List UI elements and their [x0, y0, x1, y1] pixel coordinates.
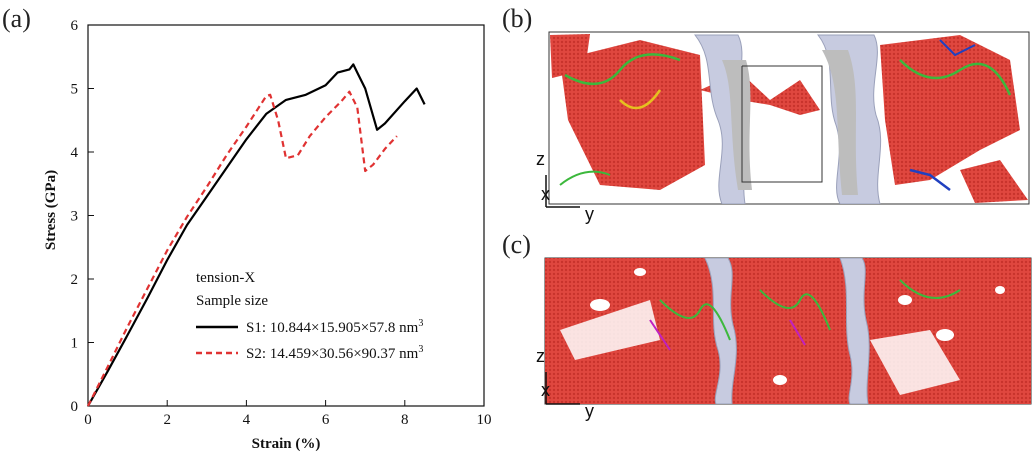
x-tick-label: 6 — [322, 412, 330, 428]
triad-b-x: x — [541, 184, 550, 204]
snapshot-b: z x y — [536, 31, 1030, 224]
pore-c-5 — [995, 286, 1005, 294]
y-ticks: 0 1 2 3 4 5 6 — [71, 18, 94, 415]
pore-c-2 — [634, 268, 646, 276]
pore-c-6 — [773, 375, 787, 385]
legend-entry-s2: S2: 14.459×30.56×90.37 nm3 — [246, 344, 423, 362]
legend: tension-X Sample size S1: 10.844×15.905×… — [196, 270, 423, 362]
grain-b-1 — [560, 40, 705, 190]
axis-triad-b: z x y — [536, 149, 594, 224]
series-line-s1 — [87, 63, 426, 407]
dislocation-c-4 — [649, 319, 671, 351]
pore-c-3 — [898, 295, 912, 305]
void-surface-c-1 — [704, 258, 737, 404]
void-inner-b-2 — [822, 50, 858, 195]
legend-title-1: tension-X — [196, 270, 255, 286]
legend-entry-s1: S1: 10.844×15.905×57.8 nm3 — [246, 318, 423, 336]
x-axis-title: Strain (%) — [252, 436, 321, 452]
triad-c-x: x — [541, 380, 550, 400]
dislocation-b-3 — [899, 59, 1012, 96]
series-group — [87, 63, 426, 407]
y-tick-label: 3 — [71, 209, 79, 225]
y-tick-label: 2 — [71, 272, 79, 288]
inner-box-b — [741, 65, 823, 183]
gap-c-1 — [560, 300, 660, 360]
dislocation-c-2 — [759, 289, 831, 331]
y-tick-label: 6 — [71, 18, 79, 34]
x-tick-label: 8 — [401, 412, 409, 428]
x-tick-label: 4 — [243, 412, 251, 428]
y-tick-label: 5 — [71, 82, 79, 98]
dislocation-b-1 — [564, 53, 681, 86]
x-tick-label: 10 — [477, 412, 492, 428]
pore-c-4 — [936, 329, 954, 341]
axis-triad-c: z x y — [536, 346, 594, 421]
y-tick-label: 1 — [71, 336, 79, 352]
void-inner-b-1 — [722, 60, 752, 190]
panel-label-a: (a) — [2, 4, 31, 33]
void-surface-c-2 — [839, 258, 870, 404]
snapshot-c: z x y — [536, 257, 1032, 421]
panel-label-b: (b) — [502, 4, 532, 33]
dislocation-c-5 — [789, 319, 806, 346]
x-ticks: 0 2 4 6 8 10 — [84, 400, 492, 428]
dislocation-c-3 — [899, 279, 961, 299]
triad-b-z: z — [536, 149, 545, 169]
x-tick-label: 0 — [84, 412, 92, 428]
y-tick-label: 4 — [71, 145, 79, 161]
dislocation-b-6 — [559, 170, 611, 186]
triad-c-z: z — [536, 346, 545, 366]
y-tick-label: 0 — [71, 399, 79, 415]
pore-c-1 — [590, 299, 610, 311]
triad-b-y: y — [585, 204, 594, 224]
panel-label-c: (c) — [502, 230, 531, 259]
gap-c-2 — [870, 330, 960, 395]
x-tick-label: 2 — [163, 412, 171, 428]
y-axis-title: Stress (GPa) — [43, 170, 59, 250]
grain-b-5 — [960, 160, 1028, 203]
dislocation-b-2 — [619, 89, 662, 110]
dislocation-b-4 — [909, 168, 951, 191]
series-line-s2 — [87, 90, 398, 407]
dislocation-c-1 — [659, 299, 731, 341]
legend-title-2: Sample size — [196, 293, 268, 309]
grain-b-2 — [550, 34, 590, 78]
triad-c-y: y — [585, 401, 594, 421]
dislocation-b-5 — [939, 39, 976, 57]
